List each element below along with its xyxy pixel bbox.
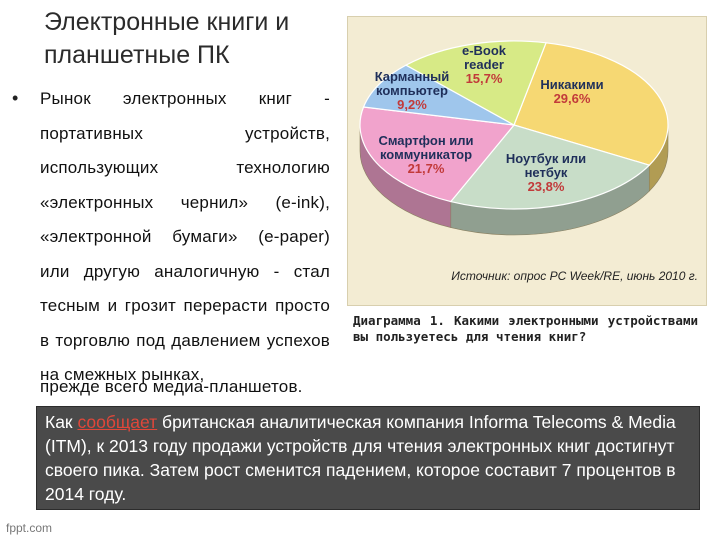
pie-slice-4 (404, 40, 547, 126)
footer-brand: fppt.com (6, 521, 53, 535)
pie-slice-1 (449, 124, 651, 210)
pie-label-text: reader (464, 57, 504, 72)
news-text-end: британская аналитическая компания Inform… (45, 412, 676, 504)
bullet-marker: • (12, 88, 19, 108)
news-link[interactable]: сообщает (77, 412, 158, 432)
pie-chart-panel: Никакими 29,6% Ноутбук или нетбук 23,8% Смарт… (347, 16, 707, 306)
pie-label-text: Смартфон или (378, 133, 473, 148)
pie-slice-0 (513, 42, 669, 166)
pie-label-text: Карманный (375, 69, 450, 84)
pie-slice-3 (362, 64, 515, 126)
pie-label-text: Ноутбук или (506, 151, 586, 166)
chart-source: Источник: опрос PC Week/RE, июнь 2010 г. (451, 269, 698, 283)
pie-label-text: нетбук (525, 165, 568, 180)
news-text-start: Как (45, 412, 78, 432)
slide-title: Электронные книги и планшетные ПК (44, 8, 290, 69)
pie-value-label: 9,2% (397, 97, 427, 112)
bullet-text-tail: прежде всего медиа-планшетов. (40, 377, 303, 396)
news-box: Как сообщает британская аналитическая ко… (36, 406, 700, 510)
pie-label-text: e-Book (462, 43, 507, 58)
pie-label-text: компьютер (376, 83, 448, 98)
pie-label-text: Никакими (540, 77, 603, 92)
bullet-text: Рынок электронных книг - портативных уст… (40, 89, 330, 384)
pie-slice-2 (359, 106, 516, 203)
pie-value-label: 29,6% (554, 91, 591, 106)
pie-value-label: 23,8% (528, 179, 565, 194)
pie-value-label: 15,7% (466, 71, 503, 86)
chart-caption: Диаграмма 1. Какими электронными устройс… (353, 313, 698, 344)
pie-value-label: 21,7% (408, 161, 445, 176)
pie-label-text: коммуникатор (380, 147, 472, 162)
